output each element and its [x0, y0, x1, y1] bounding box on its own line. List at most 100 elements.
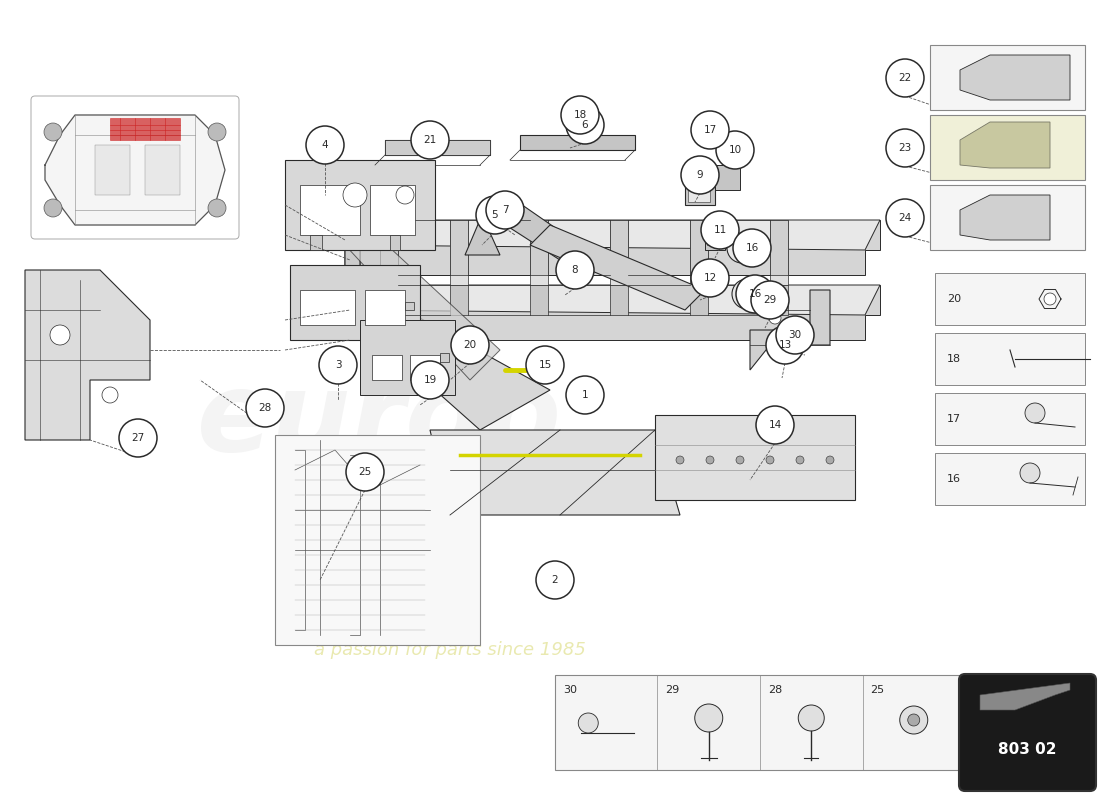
Polygon shape: [345, 220, 360, 310]
Text: 6: 6: [582, 120, 588, 130]
Bar: [935, 273, 1085, 325]
Circle shape: [766, 326, 804, 364]
Circle shape: [346, 453, 384, 491]
Polygon shape: [750, 290, 830, 370]
Circle shape: [246, 389, 284, 427]
Circle shape: [566, 106, 604, 144]
Polygon shape: [430, 430, 680, 515]
Circle shape: [886, 129, 924, 167]
Circle shape: [736, 456, 744, 464]
Circle shape: [908, 714, 920, 726]
Bar: [556, 675, 965, 770]
Bar: [440, 353, 449, 362]
Text: 18: 18: [947, 354, 961, 364]
Text: 14: 14: [769, 420, 782, 430]
Text: 20: 20: [463, 340, 476, 350]
Polygon shape: [960, 195, 1050, 240]
Circle shape: [476, 196, 514, 234]
Polygon shape: [345, 285, 880, 315]
Polygon shape: [690, 220, 708, 285]
Circle shape: [900, 706, 927, 734]
Circle shape: [208, 199, 226, 217]
Polygon shape: [960, 55, 1070, 100]
Polygon shape: [685, 165, 715, 205]
Polygon shape: [520, 135, 635, 150]
Circle shape: [716, 131, 754, 169]
Circle shape: [44, 123, 62, 141]
Text: 13: 13: [779, 340, 792, 350]
Polygon shape: [379, 220, 398, 275]
Text: 16: 16: [748, 289, 761, 299]
Polygon shape: [770, 220, 788, 285]
Polygon shape: [980, 683, 1070, 710]
Circle shape: [102, 387, 118, 403]
Circle shape: [486, 191, 524, 229]
Circle shape: [208, 123, 226, 141]
Polygon shape: [345, 220, 880, 250]
Text: 19: 19: [424, 375, 437, 385]
Circle shape: [676, 456, 684, 464]
Polygon shape: [450, 220, 468, 275]
Bar: [95, 145, 130, 195]
Circle shape: [119, 419, 157, 457]
Polygon shape: [530, 220, 548, 275]
Polygon shape: [345, 220, 880, 275]
Text: 30: 30: [789, 330, 802, 340]
Polygon shape: [690, 285, 708, 315]
Text: 23: 23: [899, 143, 912, 153]
Circle shape: [886, 59, 924, 97]
Bar: [310, 235, 322, 250]
Circle shape: [751, 281, 789, 319]
Polygon shape: [465, 215, 501, 255]
Polygon shape: [490, 200, 580, 260]
Bar: [365, 290, 405, 325]
Circle shape: [411, 121, 449, 159]
Bar: [935, 453, 1085, 505]
Polygon shape: [530, 225, 705, 310]
Text: 9: 9: [696, 170, 703, 180]
Circle shape: [526, 346, 564, 384]
Polygon shape: [25, 270, 150, 440]
Bar: [275, 435, 480, 645]
Polygon shape: [450, 220, 468, 285]
Circle shape: [306, 126, 344, 164]
Polygon shape: [654, 415, 855, 500]
Text: 2: 2: [552, 575, 559, 585]
Text: 27: 27: [131, 433, 144, 443]
Bar: [930, 115, 1085, 180]
Bar: [300, 185, 360, 235]
Circle shape: [343, 183, 367, 207]
Bar: [370, 185, 415, 235]
Polygon shape: [110, 118, 180, 140]
Circle shape: [769, 312, 781, 324]
Bar: [688, 170, 710, 202]
Text: 1: 1: [582, 390, 588, 400]
Circle shape: [727, 233, 757, 263]
Polygon shape: [705, 220, 725, 250]
Bar: [300, 290, 355, 325]
Polygon shape: [379, 285, 398, 315]
Polygon shape: [360, 320, 455, 395]
Text: 17: 17: [947, 414, 961, 424]
Polygon shape: [610, 220, 628, 275]
Circle shape: [691, 111, 729, 149]
Text: 28: 28: [258, 403, 272, 413]
Circle shape: [561, 96, 600, 134]
Circle shape: [566, 376, 604, 414]
Circle shape: [886, 199, 924, 237]
Polygon shape: [345, 285, 880, 340]
Circle shape: [796, 456, 804, 464]
Polygon shape: [290, 265, 420, 340]
Bar: [935, 333, 1085, 385]
Bar: [935, 393, 1085, 445]
Circle shape: [536, 561, 574, 599]
Text: 22: 22: [899, 73, 912, 83]
Circle shape: [319, 346, 358, 384]
Circle shape: [799, 705, 824, 731]
Text: 8: 8: [572, 265, 579, 275]
Polygon shape: [530, 285, 548, 315]
Bar: [145, 145, 180, 195]
Circle shape: [1025, 403, 1045, 423]
Text: 10: 10: [728, 145, 741, 155]
Polygon shape: [345, 285, 550, 430]
